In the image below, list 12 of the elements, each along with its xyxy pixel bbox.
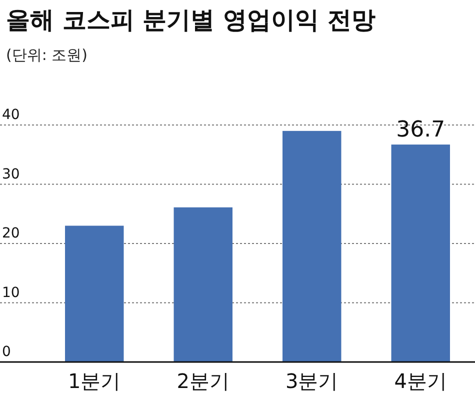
data-label: 36.7 <box>396 118 446 143</box>
x-tick-label: 2분기 <box>176 369 230 393</box>
chart-subtitle: (단위: 조원) <box>6 46 88 64</box>
x-tick-label: 3분기 <box>286 369 338 393</box>
y-tick-label: 0 <box>2 344 11 360</box>
y-tick-label: 40 <box>2 107 20 123</box>
x-tick-label: 1분기 <box>68 369 121 393</box>
y-tick-label: 10 <box>2 284 20 301</box>
y-tick-label: 20 <box>2 226 20 242</box>
x-tick-label: 4분기 <box>394 369 447 393</box>
chart-title: 올해 코스피 분기별 영업이익 전망 <box>6 6 376 34</box>
y-tick-label: 30 <box>2 166 20 182</box>
